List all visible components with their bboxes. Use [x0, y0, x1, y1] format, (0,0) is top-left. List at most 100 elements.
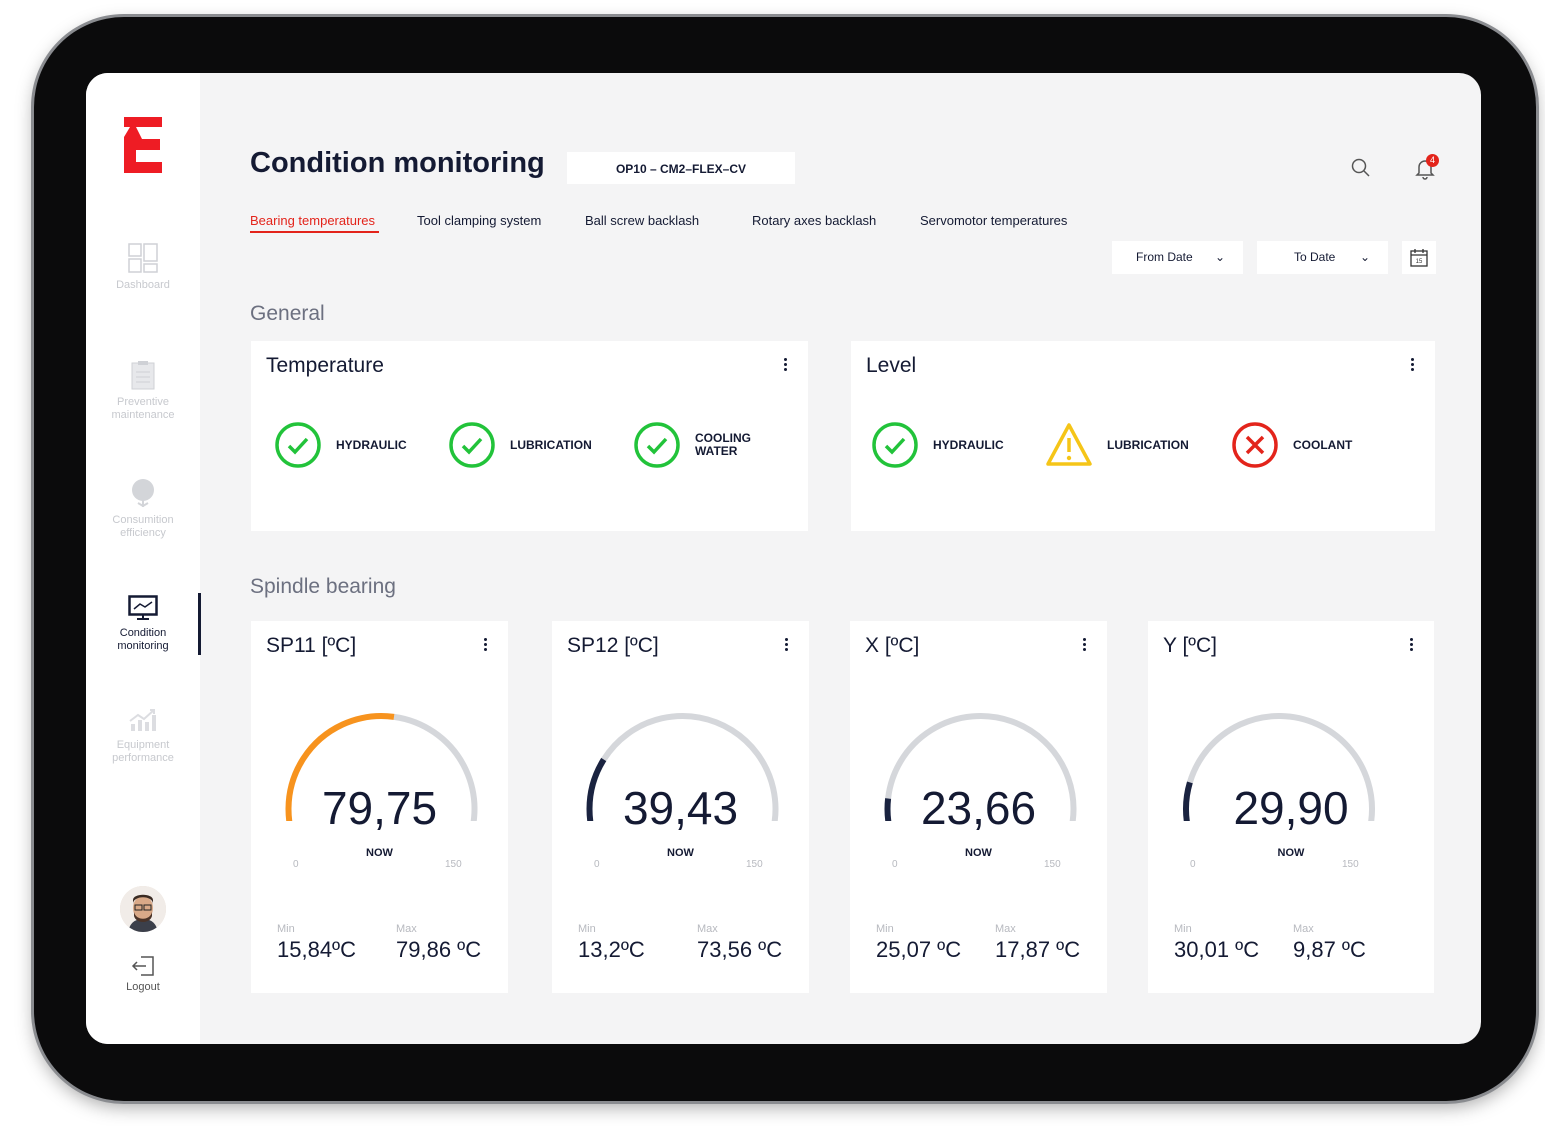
app-screen: Dashboard Preventive maintenance Consumi…: [86, 73, 1481, 1044]
sidebar-item-dashboard[interactable]: Dashboard: [86, 243, 200, 292]
error-circle-icon: [1232, 422, 1278, 468]
search-icon[interactable]: [1351, 158, 1371, 178]
logout-button[interactable]: Logout: [86, 955, 200, 993]
status-hydraulic: HYDRAULIC: [274, 421, 407, 469]
gauge-fill: [884, 798, 892, 821]
max-label: Max: [396, 923, 417, 935]
gauge-max-tick: 150: [1342, 859, 1359, 870]
gauge-dial: [285, 713, 478, 821]
card-title: Level: [866, 354, 917, 377]
max-label: Max: [1293, 923, 1314, 935]
sidebar-item-equipment-performance[interactable]: Equipment performance: [86, 707, 200, 765]
check-circle-icon: [872, 422, 918, 468]
check-circle-icon: [449, 422, 495, 468]
max-label: Max: [697, 923, 718, 935]
sidebar-item-consumption-efficiency[interactable]: Consumition efficiency: [86, 478, 200, 540]
more-options-icon[interactable]: [484, 638, 488, 653]
gauge-track: [601, 713, 779, 821]
max-label: Max: [995, 923, 1016, 935]
sidebar-item-preventive-maintenance[interactable]: Preventive maintenance: [86, 360, 200, 422]
gauge-max-tick: 150: [445, 859, 462, 870]
min-value: 13,2ºC: [578, 937, 645, 962]
min-value: 15,84ºC: [277, 937, 356, 962]
active-indicator: [198, 593, 201, 655]
section-general-title: General: [250, 302, 325, 325]
brand-logo: [124, 117, 162, 173]
status-lubrication: LUBRICATION: [1045, 421, 1189, 469]
sidebar: Dashboard Preventive maintenance Consumi…: [86, 73, 201, 1044]
card-title: SP12 [ºC]: [567, 634, 659, 657]
gauge-min-tick: 0: [892, 859, 898, 870]
warning-triangle-icon: [1046, 423, 1092, 466]
svg-text:15: 15: [1416, 259, 1423, 265]
gauge-min-tick: 0: [1190, 859, 1196, 870]
tab-servomotor-temperatures[interactable]: Servomotor temperatures: [920, 213, 1068, 228]
gauge-fill: [285, 713, 395, 821]
status-lubrication: LUBRICATION: [448, 421, 592, 469]
from-date-dropdown[interactable]: From Date ⌄: [1112, 241, 1243, 274]
gauge-dial: [586, 713, 779, 821]
gauge-fill: [1183, 781, 1193, 821]
gauge-fill: [586, 757, 607, 821]
tree-icon: [132, 479, 154, 508]
more-options-icon[interactable]: [1083, 638, 1087, 653]
max-value: 17,87 ºC: [995, 937, 1081, 962]
temperature-card: Temperature HYDRAULIC LUBRICATION COOLIN…: [251, 341, 808, 531]
min-value: 30,01 ºC: [1174, 937, 1260, 962]
gauge-now-label: NOW: [366, 847, 393, 859]
to-date-dropdown[interactable]: To Date ⌄: [1257, 241, 1388, 274]
card-title: X [ºC]: [865, 634, 920, 657]
status-coolant: COOLANT: [1231, 421, 1352, 469]
level-card: Level HYDRAULIC LUBRICATION COOLANT: [851, 341, 1435, 531]
logout-icon: [131, 956, 154, 976]
gauge-now-label: NOW: [1277, 847, 1305, 859]
more-options-icon[interactable]: [1410, 638, 1414, 653]
chevron-down-icon: ⌄: [1214, 250, 1225, 264]
tab-bearing-temperatures[interactable]: Bearing temperatures: [250, 213, 380, 233]
gauge-value: 39,43: [622, 782, 739, 834]
gauge-now-label: NOW: [667, 847, 694, 859]
gauge-value: 23,66: [920, 782, 1037, 834]
more-options-icon[interactable]: [1411, 358, 1415, 373]
more-options-icon[interactable]: [785, 638, 789, 653]
min-label: Min: [277, 923, 295, 935]
gauge-min-tick: 0: [293, 859, 299, 870]
gauge-dial: [884, 713, 1077, 821]
gauge-max-tick: 150: [746, 859, 763, 870]
tab-rotary-axes-backlash[interactable]: Rotary axes backlash: [752, 213, 877, 228]
gauge-value: 79,75: [321, 782, 438, 834]
gauge-card: SP11 [ºC] 79,75 NOW 0 150 Min 15,84ºC Ma…: [251, 621, 508, 993]
sidebar-item-condition-monitoring[interactable]: Condition monitoring: [86, 595, 200, 653]
dashboard-icon: [128, 243, 158, 273]
user-avatar[interactable]: [120, 886, 166, 932]
gauge-value: 29,90: [1233, 782, 1349, 834]
calendar-icon: 15: [1410, 249, 1428, 267]
gauge-dial: [1183, 713, 1375, 821]
status-hydraulic: HYDRAULIC: [871, 421, 1004, 469]
growth-chart-icon: [129, 709, 156, 731]
min-value: 25,07 ºC: [876, 937, 962, 962]
tab-tool-clamping-system[interactable]: Tool clamping system: [417, 213, 542, 228]
user-avatar-image: [120, 886, 166, 932]
max-value: 73,56 ºC: [697, 937, 783, 962]
min-label: Min: [578, 923, 596, 935]
gauge-card: X [ºC] 23,66 NOW 0 150 Min 25,07 ºC Max …: [850, 621, 1107, 993]
chevron-down-icon: ⌄: [1359, 250, 1370, 264]
min-label: Min: [1174, 923, 1192, 935]
check-circle-icon: [275, 422, 321, 468]
more-options-icon[interactable]: [784, 358, 788, 373]
status-cooling-water: COOLING WATER: [633, 421, 765, 469]
gauge-card: SP12 [ºC] 39,43 NOW 0 150 Min 13,2ºC Max…: [552, 621, 809, 993]
gauge-track: [885, 713, 1077, 821]
gauge-track: [1187, 713, 1375, 821]
gauge-card: Y [ºC] 29,90 NOW 0 150 Min 30,01 ºC Max …: [1148, 621, 1434, 993]
gauge-now-label: NOW: [965, 847, 992, 859]
min-label: Min: [876, 923, 894, 935]
page-title: Condition monitoring: [250, 147, 545, 179]
section-spindle-title: Spindle bearing: [250, 575, 396, 598]
gauge-min-tick: 0: [594, 859, 600, 870]
notification-badge: 4: [1426, 154, 1439, 167]
tab-ball-screw-backlash[interactable]: Ball screw backlash: [585, 213, 700, 228]
calendar-button[interactable]: 15: [1402, 241, 1436, 274]
machine-selector[interactable]: OP10 – CM2–FLEX–CV: [567, 152, 795, 184]
